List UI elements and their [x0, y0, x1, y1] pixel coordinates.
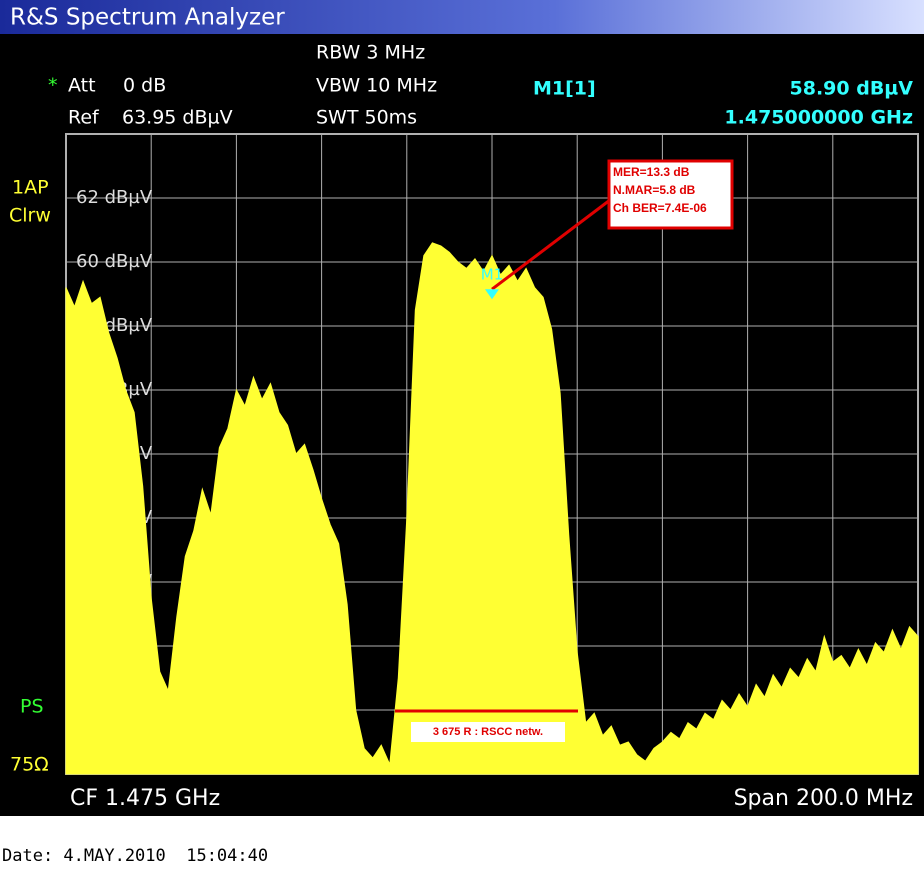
y-tick-label: 60 dBµV — [76, 251, 153, 272]
channel-label-box — [411, 722, 565, 742]
vbw: VBW 10 MHz — [316, 75, 437, 97]
marker-pointer — [491, 198, 611, 291]
ref-value: 63.95 dBµV — [122, 107, 233, 129]
marker — [485, 289, 499, 300]
center-frequency: CF 1.475 GHz — [70, 786, 220, 811]
att-label: Att — [68, 75, 96, 97]
measurement: MER=13.3 dB — [613, 165, 690, 179]
rbw: RBW 3 MHz — [316, 42, 425, 64]
ps: PS — [20, 696, 44, 718]
trace — [65, 242, 919, 775]
ref-label: Ref — [68, 107, 100, 129]
att-flag: * — [48, 75, 58, 97]
channel-label: 3 675 R : RSCC netw. — [433, 726, 543, 738]
span: Span 200.0 MHz — [734, 786, 913, 811]
measurement-box — [607, 159, 734, 230]
marker-label: M1 — [481, 266, 504, 284]
window-title: R&S Spectrum Analyzer — [10, 5, 285, 31]
marker-name: M1[1] — [533, 78, 596, 100]
marker-level: 58.90 dBµV — [790, 78, 914, 100]
measurement: Ch BER=7.4E-06 — [613, 201, 707, 215]
att-value: 0 dB — [123, 75, 166, 97]
trace-mode: Clrw — [9, 205, 51, 227]
date: Date: 4.MAY.2010 15:04:40 — [2, 846, 268, 866]
y-tick-label: 62 dBµV — [76, 187, 153, 208]
swt: SWT 50ms — [316, 107, 417, 129]
measurement: N.MAR=5.8 dB — [613, 183, 696, 197]
marker-frequency: 1.475000000 GHz — [724, 107, 913, 129]
impedance: 75Ω — [10, 754, 49, 776]
detector: 1AP — [12, 177, 49, 199]
title-bar — [0, 0, 924, 34]
